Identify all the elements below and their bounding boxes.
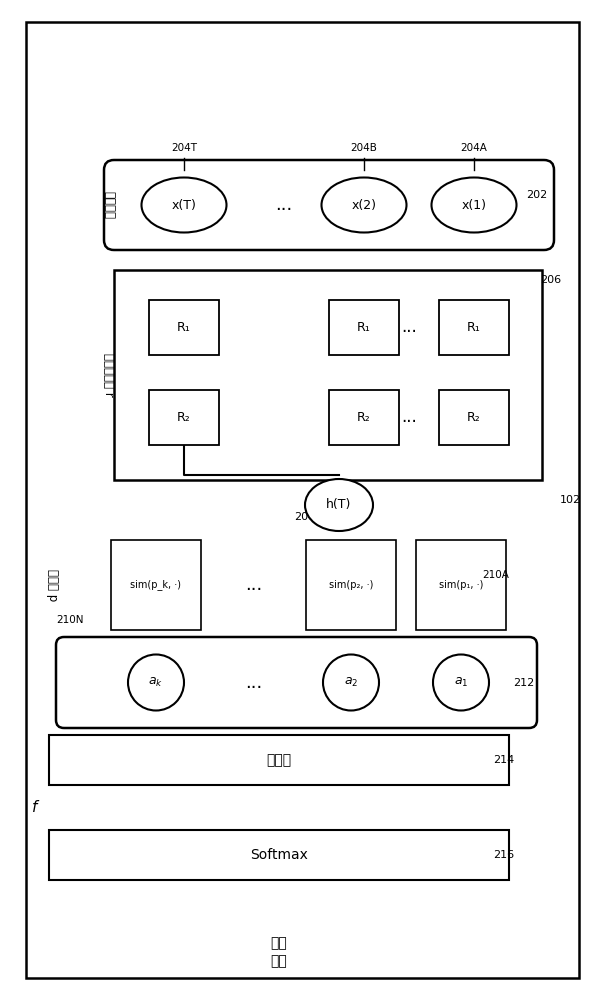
Bar: [329, 300, 399, 355]
Text: 204T: 204T: [171, 143, 197, 153]
Text: Softmax: Softmax: [250, 848, 308, 862]
Bar: [111, 540, 201, 630]
Text: 210N: 210N: [56, 615, 83, 625]
Text: $a_k$: $a_k$: [149, 676, 164, 689]
Text: 216: 216: [493, 850, 514, 860]
Ellipse shape: [431, 178, 516, 232]
Bar: [49, 735, 509, 785]
Text: R₂: R₂: [357, 411, 371, 424]
Text: R₁: R₁: [467, 321, 481, 334]
Circle shape: [433, 654, 489, 710]
Text: R₂: R₂: [467, 411, 481, 424]
Text: sim(p₂, ·): sim(p₂, ·): [329, 580, 373, 590]
Text: ...: ...: [401, 318, 417, 336]
Text: R₁: R₁: [177, 321, 191, 334]
Text: 204A: 204A: [461, 143, 487, 153]
Bar: [149, 300, 219, 355]
Text: x(2): x(2): [352, 198, 376, 212]
Text: 214: 214: [493, 755, 514, 765]
Text: ...: ...: [401, 408, 417, 426]
Text: 102: 102: [560, 495, 581, 505]
Text: f: f: [32, 800, 37, 815]
Text: R₁: R₁: [357, 321, 371, 334]
Ellipse shape: [305, 479, 373, 531]
Bar: [49, 830, 509, 880]
FancyBboxPatch shape: [104, 160, 554, 250]
Text: 212: 212: [513, 678, 534, 688]
Text: 输入序列: 输入序列: [102, 191, 115, 219]
Text: 210A: 210A: [482, 570, 509, 580]
Text: 204B: 204B: [350, 143, 378, 153]
Text: ...: ...: [245, 576, 263, 594]
FancyBboxPatch shape: [56, 637, 537, 728]
Bar: [416, 540, 506, 630]
Circle shape: [128, 654, 184, 710]
Text: R₂: R₂: [177, 411, 191, 424]
Text: ...: ...: [275, 196, 292, 214]
Text: 208: 208: [294, 512, 315, 522]
Text: $a_1$: $a_1$: [454, 676, 468, 689]
Circle shape: [323, 654, 379, 710]
Ellipse shape: [141, 178, 226, 232]
Text: 分类器: 分类器: [266, 753, 292, 767]
Bar: [329, 390, 399, 445]
Text: 序列编码器 r: 序列编码器 r: [102, 353, 115, 397]
Text: 原型层 p: 原型层 p: [46, 569, 59, 601]
Text: x(T): x(T): [172, 198, 196, 212]
Bar: [439, 300, 509, 355]
Text: sim(p_k, ·): sim(p_k, ·): [130, 580, 181, 590]
Text: h(T): h(T): [326, 498, 352, 511]
Bar: [439, 390, 509, 445]
Text: 202: 202: [525, 190, 547, 200]
Bar: [149, 390, 219, 445]
Bar: [114, 270, 542, 480]
Text: x(1): x(1): [461, 198, 486, 212]
Text: 206: 206: [540, 275, 561, 285]
Text: 预测
结果: 预测 结果: [271, 936, 288, 968]
Text: sim(p₁, ·): sim(p₁, ·): [439, 580, 483, 590]
Ellipse shape: [321, 178, 406, 232]
Text: ...: ...: [245, 674, 263, 692]
Bar: [306, 540, 396, 630]
Text: $a_2$: $a_2$: [344, 676, 358, 689]
